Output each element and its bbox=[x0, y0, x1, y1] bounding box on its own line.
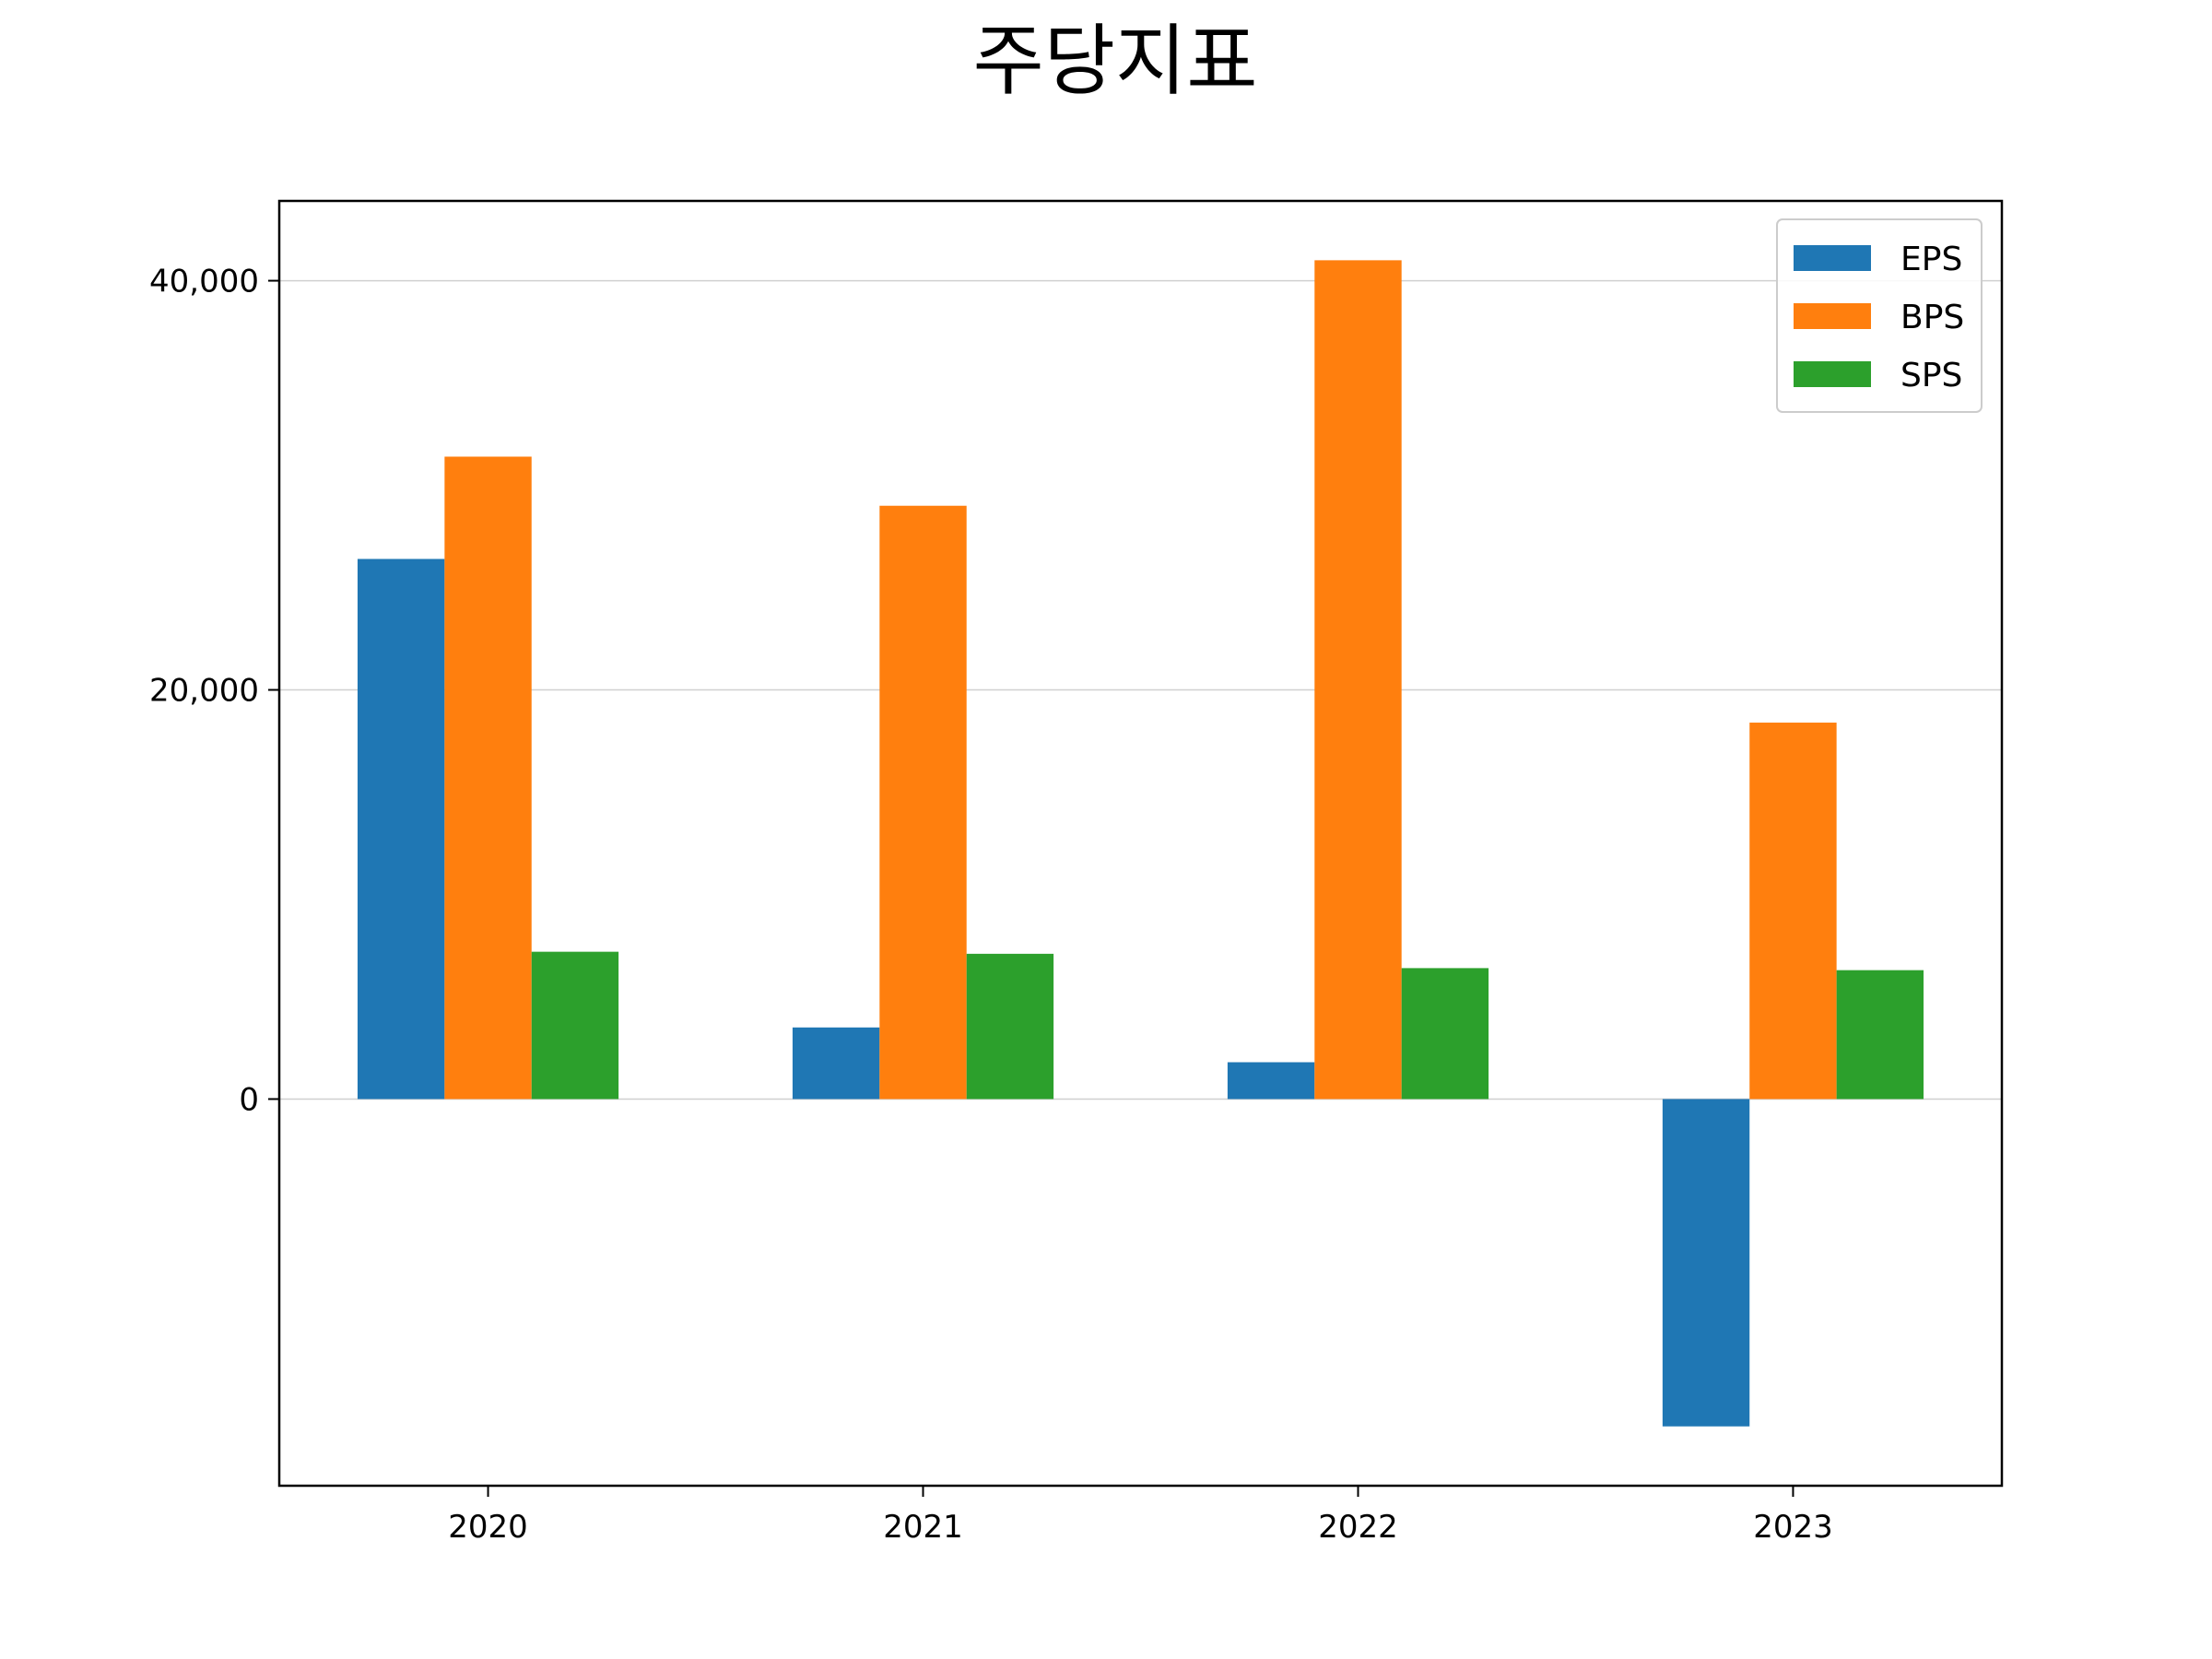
x-tick-label-2023: 2023 bbox=[1753, 1509, 1833, 1546]
y-tick-label-0: 0 bbox=[239, 1081, 259, 1118]
x-tick-label-2020: 2020 bbox=[448, 1509, 528, 1546]
x-tick-label-2021: 2021 bbox=[883, 1509, 963, 1546]
plot-frame bbox=[277, 199, 2004, 1488]
y-tick-label-1: 20,000 bbox=[149, 673, 259, 710]
bar-sps-2022 bbox=[1401, 968, 1489, 1100]
bar-bps-2022 bbox=[1314, 260, 1402, 1100]
legend-label-eps: EPS bbox=[1900, 241, 1962, 278]
bars bbox=[357, 260, 1924, 1427]
x-tick-label-2022: 2022 bbox=[1318, 1509, 1398, 1546]
bar-eps-2021 bbox=[792, 1027, 880, 1100]
legend-swatch-bps bbox=[1794, 303, 1871, 329]
legend-swatch-eps bbox=[1794, 245, 1871, 271]
bar-bps-2021 bbox=[879, 505, 967, 1100]
y-tick-label-2: 40,000 bbox=[149, 264, 259, 300]
axes: 0 20,000 40,000 2020 2021 2022 2023 bbox=[149, 199, 2004, 1546]
bar-sps-2021 bbox=[966, 953, 1054, 1100]
bar-eps-2022 bbox=[1227, 1062, 1315, 1100]
legend-swatch-sps bbox=[1794, 361, 1871, 387]
bar-bps-2020 bbox=[444, 456, 532, 1100]
bar-sps-2023 bbox=[1836, 970, 1924, 1100]
chart-title: 주당지표 bbox=[972, 16, 1257, 106]
legend-label-sps: SPS bbox=[1900, 357, 1962, 394]
bar-bps-2023 bbox=[1749, 723, 1837, 1100]
legend-label-bps: BPS bbox=[1900, 299, 1964, 336]
bar-eps-2023 bbox=[1662, 1099, 1750, 1427]
bar-eps-2020 bbox=[357, 559, 445, 1100]
bar-sps-2020 bbox=[531, 951, 619, 1100]
legend: EPS BPS SPS bbox=[1776, 218, 1983, 413]
